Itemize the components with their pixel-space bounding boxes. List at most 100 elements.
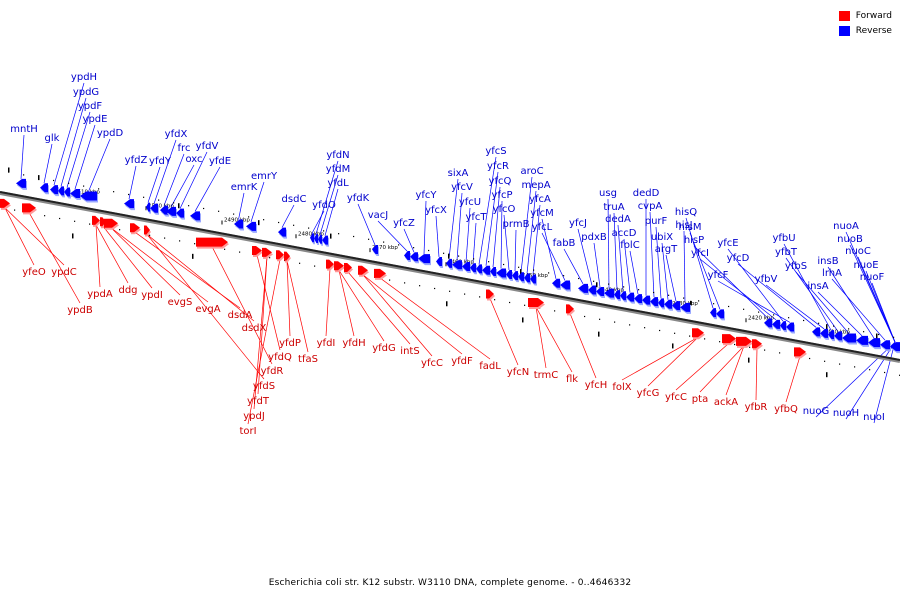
reverse-gene-label[interactable]: yfdO (312, 200, 336, 211)
forward-gene-label[interactable]: yfcC (665, 392, 687, 403)
reverse-gene-label[interactable]: nuoG (803, 406, 830, 417)
reverse-gene-label[interactable]: mntH (10, 124, 38, 135)
reverse-gene-arrow[interactable] (518, 272, 525, 284)
forward-gene-arrow[interactable] (736, 336, 753, 348)
reverse-gene-label[interactable]: yfbU (772, 233, 795, 244)
reverse-gene-arrow[interactable] (246, 221, 257, 233)
reverse-gene-label[interactable]: yfdX (165, 129, 188, 140)
forward-gene-label[interactable]: folX (612, 382, 631, 393)
reverse-gene-label[interactable]: yfcO (493, 204, 516, 215)
forward-gene-arrow[interactable] (262, 247, 273, 259)
reverse-gene-label[interactable]: usg (599, 188, 617, 199)
forward-gene-label[interactable]: pta (692, 394, 708, 405)
reverse-gene-label[interactable]: yfdY (149, 156, 172, 167)
forward-gene-arrow[interactable] (144, 225, 151, 237)
reverse-gene-label[interactable]: accD (612, 228, 637, 239)
reverse-gene-label[interactable]: hisP (684, 235, 704, 246)
reverse-gene-arrow[interactable] (446, 258, 453, 270)
reverse-gene-label[interactable]: yfcL (532, 222, 553, 233)
forward-gene-label[interactable]: fadL (479, 361, 501, 372)
forward-gene-label[interactable]: ypdJ (243, 411, 265, 422)
reverse-gene-arrow[interactable] (146, 202, 151, 214)
reverse-gene-arrow[interactable] (890, 342, 900, 354)
reverse-gene-arrow[interactable] (482, 265, 491, 277)
forward-gene-label[interactable]: yfcH (585, 380, 607, 391)
reverse-gene-arrow[interactable] (868, 338, 881, 350)
forward-gene-arrow[interactable] (344, 262, 353, 274)
reverse-gene-arrow[interactable] (880, 340, 891, 352)
forward-gene-label[interactable]: ackA (714, 397, 738, 408)
forward-gene-label[interactable]: torI (239, 426, 256, 437)
forward-gene-label[interactable]: yfbR (745, 402, 768, 413)
reverse-gene-arrow[interactable] (310, 233, 315, 245)
reverse-gene-arrow[interactable] (70, 189, 81, 200)
reverse-gene-arrow[interactable] (40, 183, 49, 195)
forward-gene-label[interactable]: yfcN (507, 367, 529, 378)
reverse-gene-arrow[interactable] (166, 206, 177, 218)
reverse-gene-arrow[interactable] (234, 219, 244, 231)
reverse-gene-arrow[interactable] (322, 235, 329, 247)
forward-gene-label[interactable]: evgA (195, 304, 220, 315)
reverse-gene-arrow[interactable] (64, 187, 71, 199)
forward-gene-label[interactable]: yfcG (637, 388, 660, 399)
reverse-gene-arrow[interactable] (530, 274, 537, 286)
reverse-gene-label[interactable]: emrK (231, 182, 258, 193)
reverse-gene-label[interactable]: ypdD (97, 128, 124, 139)
reverse-gene-arrow[interactable] (372, 245, 379, 256)
reverse-gene-arrow[interactable] (452, 260, 463, 272)
forward-gene-label[interactable]: yfbQ (774, 404, 798, 415)
forward-gene-arrow[interactable] (486, 289, 495, 301)
reverse-gene-arrow[interactable] (506, 270, 513, 282)
reverse-gene-label[interactable]: yfcT (465, 212, 487, 223)
reverse-gene-arrow[interactable] (124, 199, 135, 211)
reverse-gene-arrow[interactable] (856, 335, 869, 347)
forward-gene-arrow[interactable] (276, 250, 285, 262)
reverse-gene-label[interactable]: vacJ (368, 210, 389, 221)
reverse-gene-arrow[interactable] (764, 318, 773, 330)
reverse-gene-label[interactable]: ypdG (73, 87, 99, 98)
reverse-gene-label[interactable]: yfdN (326, 150, 349, 161)
reverse-gene-arrow[interactable] (58, 186, 65, 198)
reverse-gene-label[interactable]: yfcF (708, 270, 729, 281)
reverse-gene-label[interactable]: yfbS (785, 261, 807, 272)
forward-gene-label[interactable]: intS (400, 346, 419, 357)
reverse-gene-arrow[interactable] (786, 322, 795, 334)
reverse-gene-arrow[interactable] (716, 309, 725, 321)
forward-gene-arrow[interactable] (284, 251, 291, 263)
forward-gene-arrow[interactable] (196, 237, 229, 249)
forward-gene-label[interactable]: dsdA (228, 310, 253, 321)
forward-gene-label[interactable]: ddg (118, 285, 137, 296)
reverse-gene-label[interactable]: nuoA (833, 221, 859, 232)
reverse-gene-label[interactable]: nuoI (863, 412, 885, 423)
reverse-gene-label[interactable]: yfdV (196, 141, 219, 152)
reverse-gene-label[interactable]: nuoF (860, 272, 885, 283)
reverse-gene-arrow[interactable] (642, 295, 651, 307)
forward-gene-label[interactable]: yfdS (253, 381, 275, 392)
reverse-gene-label[interactable]: nuoE (853, 260, 878, 271)
reverse-gene-arrow[interactable] (672, 301, 681, 313)
reverse-gene-label[interactable]: folC (620, 240, 639, 251)
reverse-gene-label[interactable]: yfcR (487, 161, 509, 172)
reverse-gene-arrow[interactable] (604, 288, 615, 300)
forward-gene-arrow[interactable] (326, 259, 335, 271)
forward-gene-label[interactable]: yfdF (451, 356, 473, 367)
forward-gene-label[interactable]: evgS (168, 297, 193, 308)
forward-gene-label[interactable]: yfdG (372, 343, 396, 354)
forward-gene-arrow[interactable] (130, 223, 141, 235)
reverse-gene-arrow[interactable] (490, 267, 497, 279)
reverse-gene-label[interactable]: dsdC (282, 194, 307, 205)
reverse-gene-arrow[interactable] (560, 280, 571, 292)
reverse-gene-label[interactable]: sixA (448, 168, 469, 179)
forward-gene-label[interactable]: yfdP (279, 338, 301, 349)
reverse-gene-arrow[interactable] (278, 227, 287, 239)
reverse-gene-label[interactable]: nuoH (833, 408, 859, 419)
reverse-gene-label[interactable]: dedD (633, 188, 660, 199)
reverse-gene-label[interactable]: argT (655, 244, 678, 255)
reverse-gene-label[interactable]: mepA (521, 180, 550, 191)
forward-gene-label[interactable]: trmC (534, 370, 559, 381)
reverse-gene-arrow[interactable] (596, 287, 605, 298)
reverse-gene-label[interactable]: ubiX (651, 232, 673, 243)
forward-gene-label[interactable]: ypdB (67, 305, 93, 316)
reverse-gene-label[interactable]: yfcU (459, 197, 481, 208)
forward-gene-label[interactable]: yfdT (247, 396, 270, 407)
